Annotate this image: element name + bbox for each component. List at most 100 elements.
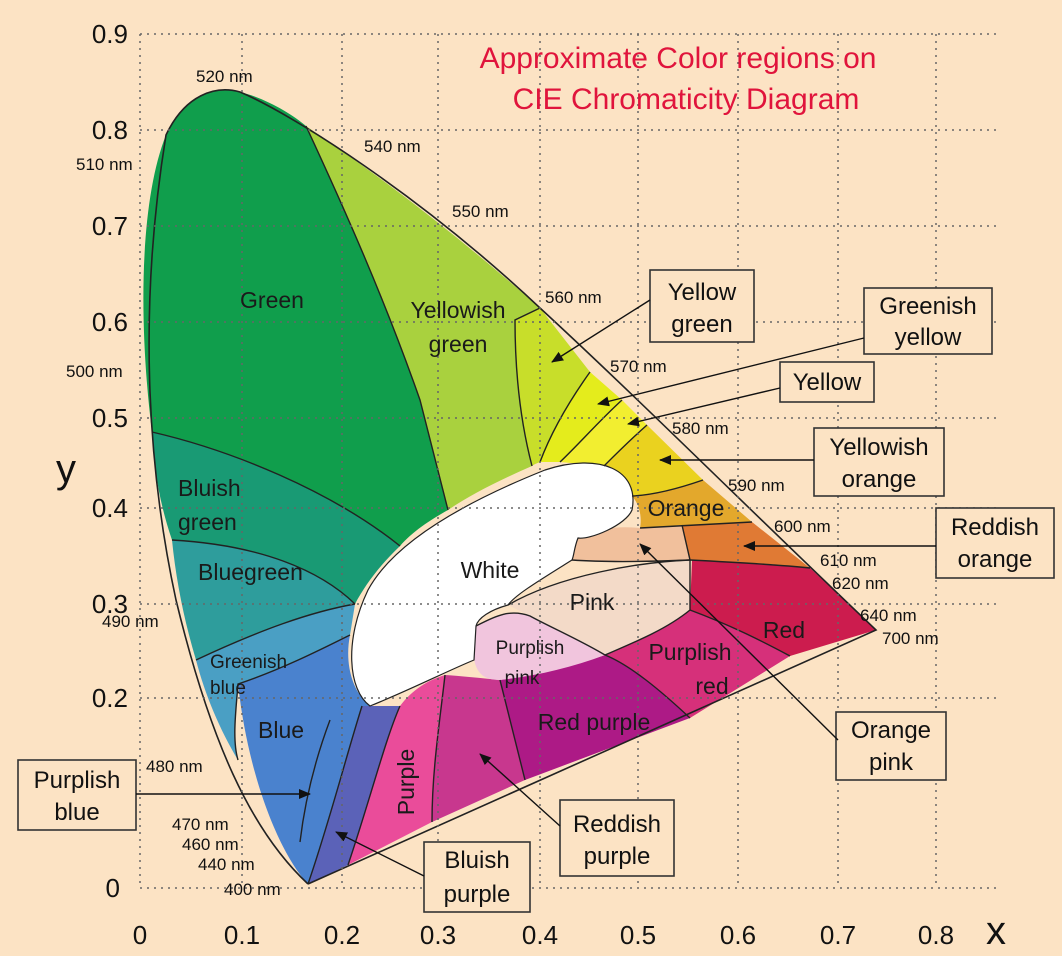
callout-label-yellow: Yellow <box>793 369 862 396</box>
wavelength-label: 580 nm <box>672 419 729 438</box>
arrow-reddish-purple <box>479 753 561 827</box>
arrow-yellow-green <box>551 299 651 363</box>
boundary-line <box>234 634 351 761</box>
callout-box-bluish-purple <box>423 841 531 913</box>
x-tick-label: 0.4 <box>522 920 558 950</box>
x-tick-label: 0.5 <box>620 920 656 950</box>
region-label-greenish-blue-2: blue <box>210 678 246 699</box>
wavelength-label: 470 nm <box>172 815 229 834</box>
region-bluish-purple <box>308 706 400 884</box>
arrow-bluish-purple <box>335 831 425 877</box>
callout-box-yellowish-orange <box>813 427 945 497</box>
region-label-red: Red <box>763 617 805 643</box>
y-tick-label: 0.4 <box>92 493 128 523</box>
y-tick-label: 0.9 <box>92 19 128 49</box>
callout-label-yellow-green-2: green <box>671 311 732 338</box>
boundary-line <box>559 399 623 463</box>
region-label-white: White <box>461 557 520 583</box>
arrow-orange-pink <box>639 543 839 741</box>
wavelength-label: 570 nm <box>610 357 667 376</box>
spectral-locus <box>148 89 878 885</box>
region-bluegreen <box>172 540 355 660</box>
region-red-purple <box>500 655 690 780</box>
callout-label-bluish-purple: Bluish <box>444 847 509 874</box>
boundary-line <box>299 719 331 843</box>
boundary-line <box>307 705 363 885</box>
region-orange-pink <box>572 525 690 562</box>
y-tick-label: 0.7 <box>92 211 128 241</box>
boundary-line <box>151 431 401 547</box>
wavelength-label: 640 nm <box>860 606 917 625</box>
region-yellow-green <box>515 308 590 466</box>
region-white <box>351 462 634 707</box>
callout-label-greenish-yellow: Greenish <box>879 293 976 320</box>
boundary-line <box>431 674 446 823</box>
callout-box-greenish-yellow <box>863 287 993 355</box>
wavelength-label: 510 nm <box>76 155 133 174</box>
region-label-yellowish-green: Yellowish <box>410 297 505 323</box>
x-tick-label: 0.3 <box>420 920 456 950</box>
boundary-line <box>514 307 541 467</box>
wavelength-label: 480 nm <box>146 757 203 776</box>
region-label-bluegreen: Bluegreen <box>198 559 303 585</box>
callout-label-reddish-orange: Reddish <box>951 514 1039 541</box>
boundary-line <box>539 371 591 463</box>
y-tick-label: 0.2 <box>92 683 128 713</box>
boundary-line <box>604 654 691 719</box>
boundary-line <box>347 705 401 866</box>
callout-box-purplish-blue <box>17 759 137 831</box>
arrow-greenish-yellow <box>597 337 865 407</box>
boundary-line <box>475 612 606 656</box>
region-label-bluish-green-2: green <box>178 509 237 535</box>
boundary-line <box>499 679 526 781</box>
callout-label-orange-pink-2: pink <box>869 749 914 776</box>
y-axis-label: y <box>56 447 76 491</box>
callout-label-purplish-blue: Purplish <box>34 767 121 794</box>
region-reddish-purple <box>432 675 525 822</box>
wavelength-label: 520 nm <box>196 67 253 86</box>
wavelength-label: 550 nm <box>452 202 509 221</box>
region-label-purplish-pink-2: pink <box>505 668 540 689</box>
callout-label-purplish-blue-2: blue <box>54 799 99 826</box>
region-label-blue: Blue <box>258 717 304 743</box>
wavelength-label: 620 nm <box>832 574 889 593</box>
wavelength-label: 590 nm <box>728 476 785 495</box>
boundary-line <box>689 609 791 657</box>
callout-box-yellow-green <box>649 269 755 343</box>
region-label-purplish-red: Purplish <box>648 639 731 665</box>
wavelength-label: 490 nm <box>102 612 159 631</box>
callout-label-reddish-orange-2: orange <box>958 546 1033 573</box>
region-greenish-blue <box>196 604 355 760</box>
x-tick-label: 0 <box>133 920 147 950</box>
diagram-title-line2: CIE Chromaticity Diagram <box>513 83 860 116</box>
boundary-line <box>631 479 704 497</box>
region-label-red-purple: Red purple <box>538 709 651 735</box>
region-label-orange: Orange <box>648 495 725 521</box>
x-tick-label: 0.8 <box>918 920 954 950</box>
region-pink <box>508 560 690 655</box>
callout-label-orange-pink: Orange <box>851 717 931 744</box>
boundary-line <box>171 539 356 605</box>
region-red <box>690 560 876 656</box>
x-tick-label: 0.7 <box>820 920 856 950</box>
callout-label-reddish-purple: Reddish <box>573 811 661 838</box>
boundary-line <box>639 521 753 529</box>
region-label-greenish-blue: Greenish <box>210 652 287 673</box>
wavelength-label: 700 nm <box>882 629 939 648</box>
boundary-line <box>603 424 648 467</box>
region-purplish-pink <box>473 613 605 680</box>
x-tick-label: 0.2 <box>324 920 360 950</box>
diagram-title: Approximate Color regions on <box>480 42 877 75</box>
y-tick-label: 0.3 <box>92 589 128 619</box>
callout-box-yellow <box>779 361 875 403</box>
callout-label-yellowish-orange: Yellowish <box>829 434 928 461</box>
region-label-bluish-green: Bluish <box>178 475 241 501</box>
x-tick-label: 0.1 <box>224 920 260 950</box>
wavelength-label: 600 nm <box>774 517 831 536</box>
boundary-line <box>507 559 691 606</box>
wavelength-label: 460 nm <box>182 835 239 854</box>
y-tick-label: 0.8 <box>92 115 128 145</box>
boundary-line <box>689 559 811 569</box>
wavelength-label: 610 nm <box>820 551 877 570</box>
